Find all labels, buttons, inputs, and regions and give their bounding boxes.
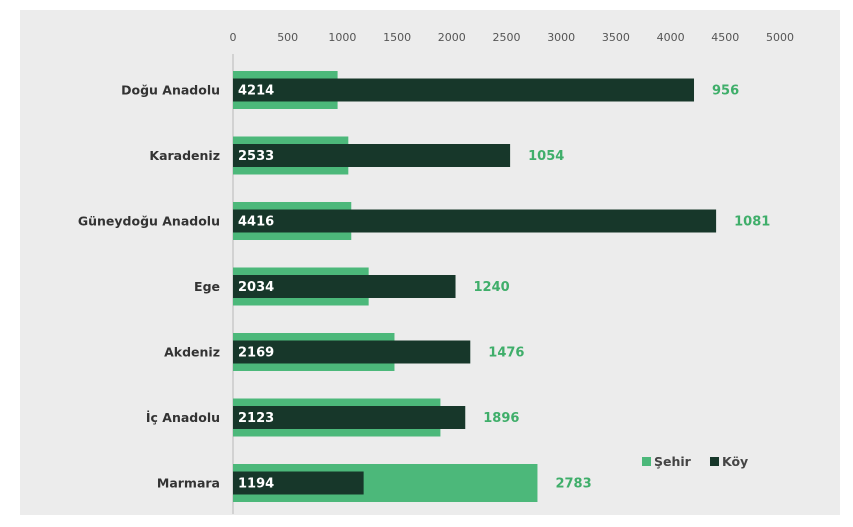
koy-bar [233,471,364,495]
bar-chart: 0 500 1000 1500 2000 2500 3000 3500 4000 4500 5000… [78,31,794,514]
sehir-value-label: 1054 [528,149,564,164]
x-tick-label: 4500 [711,31,739,44]
category-label: Ege [194,279,220,294]
category-label: Marmara [157,476,220,491]
category-label: Doğu Anadolu [121,83,220,98]
chart-panel: 0 500 1000 1500 2000 2500 3000 3500 4000 4500 5000… [20,10,840,515]
x-tick-label: 5000 [766,31,794,44]
koy-bar [233,78,695,102]
category-label: Karadeniz [149,148,220,163]
koy-bar [233,144,511,167]
x-tick-label: 500 [277,31,298,44]
legend-label-sehir: Şehir [654,454,692,469]
x-tick-label: 2000 [438,31,466,44]
koy-value-label: 2034 [238,280,274,295]
koy-value-label: 4214 [238,84,274,99]
category-label: İç Anadolu [146,410,220,425]
sehir-value-label: 1240 [474,280,510,295]
x-tick-label: 1500 [383,31,411,44]
koy-bar [233,340,471,364]
koy-value-label: 1194 [238,477,274,492]
sehir-value-label: 1081 [734,215,770,230]
legend-swatch-sehir [642,457,651,466]
koy-value-label: 2169 [238,346,274,361]
x-tick-label: 2500 [493,31,521,44]
x-tick-label: 3500 [602,31,630,44]
category-label: Akdeniz [164,345,220,360]
category-label: Güneydoğu Anadolu [78,214,220,229]
sehir-value-label: 956 [712,84,739,99]
koy-value-label: 2533 [238,149,274,164]
sehir-value-label: 1476 [488,346,524,361]
x-tick-label: 1000 [328,31,356,44]
x-tick-label: 0 [230,31,237,44]
x-tick-label: 3000 [547,31,575,44]
legend-label-koy: Köy [722,454,748,469]
legend-swatch-koy [710,457,719,466]
koy-value-label: 4416 [238,215,274,230]
koy-value-label: 2123 [238,411,274,426]
sehir-value-label: 2783 [555,477,591,492]
koy-bar [233,406,466,429]
x-tick-label: 4000 [657,31,685,44]
koy-bar [233,275,456,298]
koy-bar [233,209,717,233]
sehir-value-label: 1896 [483,411,519,426]
